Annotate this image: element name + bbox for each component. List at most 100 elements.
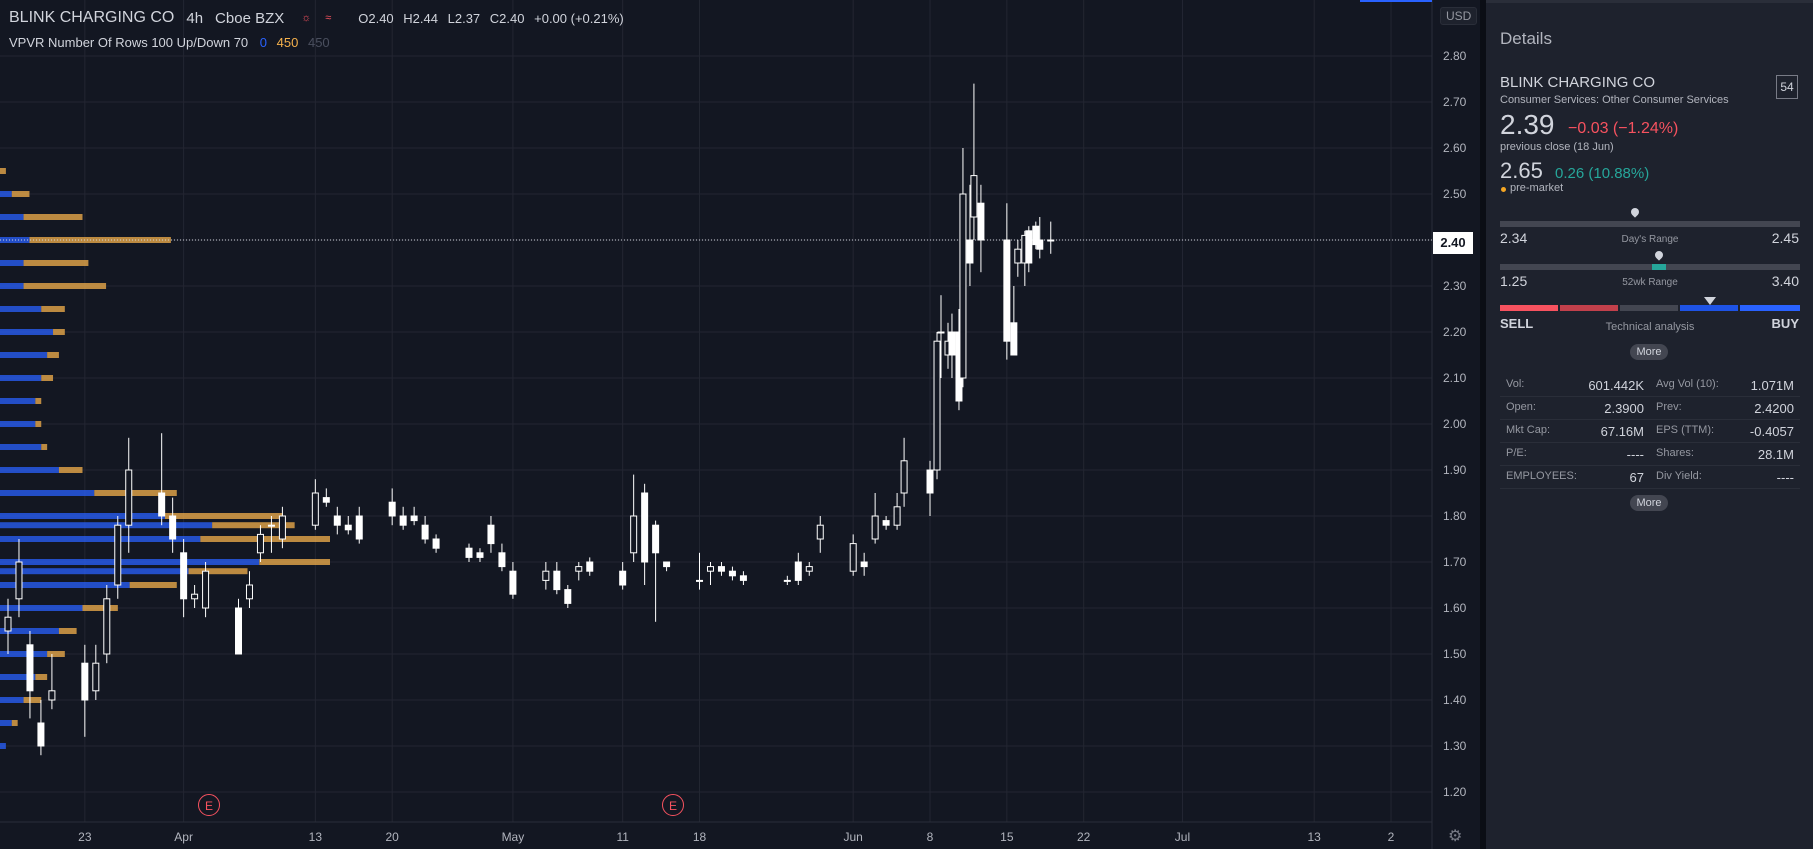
indicator-value-total: 450 [307,35,330,50]
price-chart[interactable]: 2.80 2.70 2.60 2.50 2.40 2.30 2.20 2.10 2.00 1.90… [0,0,1480,849]
candle-body [783,579,791,582]
stats-row: Mkt Cap: 67.16M EPS (TTM): -0.4057 [1500,420,1800,443]
stat-key: Open: [1506,400,1536,413]
more-button[interactable]: More [1630,495,1668,511]
volume-profile-bar-down [41,306,65,312]
candle-body [553,570,561,591]
candle-body [937,331,945,334]
stat-key: Shares: [1656,446,1694,459]
candle-body [125,469,133,526]
volume-profile-bar-down [23,214,83,220]
days-range-label: Day's Range [1621,234,1679,245]
candle-body [81,662,89,701]
volume-profile-bar-down [82,605,118,611]
stat-value: 67.16M [1600,423,1644,439]
volume-profile-bar-up [0,582,130,588]
candle-body [619,570,627,586]
data-delay-icon[interactable]: ≈ [325,12,332,24]
ta-label[interactable]: Technical analysis [1605,321,1695,333]
candle-body [696,579,704,582]
volume-profile-bar-down [94,490,177,496]
52wk-range-bar [1500,264,1800,270]
stat-value: 2.4200 [1754,400,1794,416]
candle-body [92,662,100,692]
more-button[interactable]: More [1630,344,1668,360]
ta-buy-label: BUY [1771,316,1799,331]
volume-profile-bar-up [0,329,54,335]
symbol-name[interactable]: BLINK CHARGING CO [9,9,175,26]
candle-body [926,469,934,494]
y-tick-label: 2.60 [1443,141,1467,155]
x-tick-label: 15 [1000,830,1014,844]
candle-body [933,340,941,471]
gear-icon[interactable]: ⚙ [1448,828,1463,845]
candle-body [476,552,484,558]
volume-profile-bar-down [35,421,42,427]
x-tick-label: 22 [1077,830,1091,844]
candle-body [1032,225,1040,246]
y-tick-label: 1.80 [1443,509,1467,523]
volume-profile-bar-up [0,559,260,565]
ta-indicator-icon [1704,297,1716,305]
candle-body [421,524,429,540]
candle-body [739,575,747,581]
volume-profile-bar-down [23,260,89,266]
x-tick-label: 11 [616,830,629,844]
candle-body [399,515,407,526]
volume-profile-bar-up [0,260,24,266]
x-tick-label: May [502,830,525,844]
candle-body [728,570,736,577]
earnings-marker[interactable]: E [198,794,220,816]
candle-body [805,566,813,572]
timeframe-label[interactable]: 4h [186,9,204,27]
candle-body [575,566,583,572]
candle-body [900,460,908,494]
x-tick-label: 2 [1388,830,1395,844]
x-tick-label: 20 [385,830,399,844]
y-tick-label: 1.30 [1443,739,1467,753]
candle-body [191,593,199,600]
volume-profile-bar-up [0,490,95,496]
52wk-range-marker-icon [1653,249,1665,261]
volume-profile-bar-up [0,398,36,404]
candle-body [256,533,264,554]
volume-profile-bar-up [0,375,42,381]
panel-title: Details [1500,29,1552,48]
currency-label[interactable]: USD [1440,7,1478,25]
rank-badge[interactable]: 54 [1776,75,1798,99]
stat-key: EMPLOYEES: [1506,469,1577,482]
current-price: 2.39 [1500,109,1555,140]
days-range-bar [1500,221,1800,227]
stat-key: Avg Vol (10): [1656,377,1719,390]
volume-profile-bar-down [35,398,42,404]
candle-body [816,524,824,540]
stats-row: Open: 2.3900 Prev: 2.4200 [1500,397,1800,420]
y-tick-label: 2.30 [1443,279,1467,293]
market-status-icon[interactable]: ☼ [301,12,312,24]
company-sector: Consumer Services: Other Consumer Servic… [1500,94,1729,106]
candle-body [717,566,725,572]
52wk-range-fill [1652,264,1666,270]
candle-body [959,193,967,379]
candle-body [948,331,956,356]
indicator-label: VPVR Number Of Rows 100 Up/Down 70 [9,35,249,50]
ta-neutral-segment [1620,305,1678,311]
52wk-range-high: 3.40 [1771,273,1799,289]
indicator-legend[interactable]: VPVR Number Of Rows 100 Up/Down 70 0 450… [9,35,330,50]
chart-area[interactable]: 2.80 2.70 2.60 2.50 2.40 2.30 2.20 2.10 2.00 1.90… [0,0,1480,849]
earnings-marker[interactable]: E [662,794,684,816]
volume-profile-bar-down [41,444,48,450]
y-tick-label: 2.70 [1443,95,1467,109]
ohlc-high: H2.44 [403,10,438,26]
volume-profile-bar-down [58,467,83,473]
candle-body [1047,239,1055,242]
volume-profile-bar-up [0,674,36,680]
volume-profile-bar-up [0,522,213,529]
candle-body [882,520,890,526]
stat-key: Prev: [1656,400,1682,413]
symbol-legend: BLINK CHARGING CO 4h Cboe BZX ☼ ≈ O2.40 … [9,9,630,27]
premarket-change: 0.26 (10.88%) [1555,165,1650,182]
y-tick-label: 1.70 [1443,555,1467,569]
panel-divider[interactable] [1480,0,1486,849]
candle-body [641,492,649,563]
